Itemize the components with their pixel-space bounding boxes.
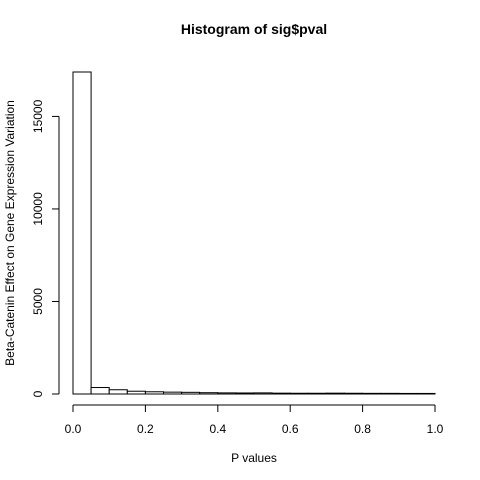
histogram-bar-4 xyxy=(145,392,163,394)
histogram-bar-13 xyxy=(308,393,326,394)
y-tick-label: 10000 xyxy=(31,192,45,226)
y-tick-label: 5000 xyxy=(31,288,45,315)
x-axis-label: P values xyxy=(231,451,277,465)
histogram-bar-14 xyxy=(326,393,344,394)
x-tick-label: 0.0 xyxy=(65,422,82,436)
histogram-bar-17 xyxy=(381,393,399,394)
x-tick-label: 0.8 xyxy=(354,422,371,436)
x-tick-label: 1.0 xyxy=(427,422,444,436)
histogram-bar-9 xyxy=(236,393,254,394)
histogram-bar-15 xyxy=(345,393,363,394)
histogram-bar-19 xyxy=(417,393,435,394)
chart-title: Histogram of sig$pval xyxy=(181,21,327,37)
y-axis-label: Beta-Catenin Effect on Gene Expression V… xyxy=(3,100,17,366)
histogram-bar-6 xyxy=(182,392,200,394)
x-tick-label: 0.6 xyxy=(282,422,299,436)
x-axis: 0.0 0.2 0.4 0.6 0.8 1.0 xyxy=(65,405,444,436)
histogram-bar-16 xyxy=(363,393,381,394)
histogram-bar-7 xyxy=(200,393,218,394)
x-tick-label: 0.4 xyxy=(209,422,226,436)
histogram-bar-18 xyxy=(399,393,417,394)
y-tick-label: 15000 xyxy=(31,99,45,133)
histogram-bar-12 xyxy=(290,393,308,394)
histogram-bar-5 xyxy=(164,392,182,394)
histogram-bar-11 xyxy=(272,393,290,394)
histogram-bar-3 xyxy=(127,391,145,394)
x-tick-label: 0.2 xyxy=(137,422,154,436)
histogram-bars xyxy=(73,72,435,394)
histogram-bar-10 xyxy=(254,393,272,394)
histogram-bar-0 xyxy=(73,72,91,394)
histogram-bar-1 xyxy=(91,388,109,394)
histogram-bar-2 xyxy=(109,390,127,394)
histogram-bar-8 xyxy=(218,393,236,394)
y-axis: 0 5000 10000 15000 xyxy=(31,99,59,397)
y-tick-label: 0 xyxy=(31,390,45,397)
